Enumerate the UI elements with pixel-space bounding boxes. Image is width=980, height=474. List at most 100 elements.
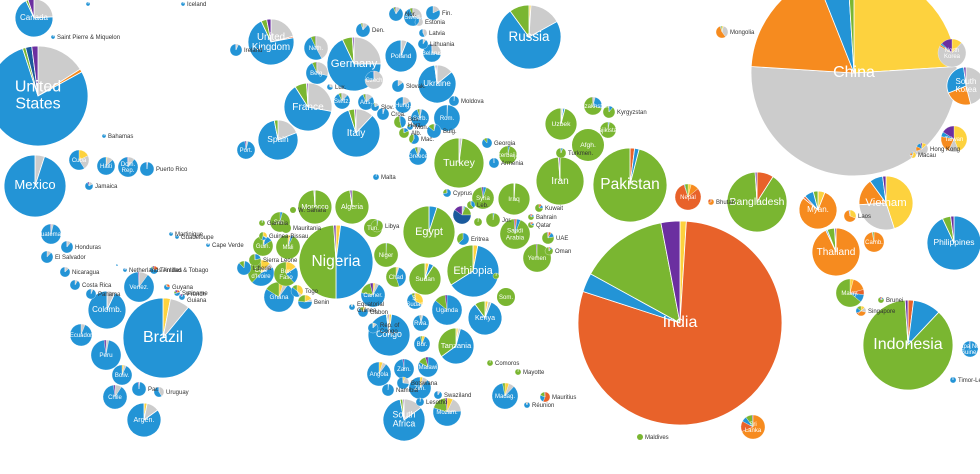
bubble-romania[interactable]: [433, 104, 461, 132]
bubble-madagascar[interactable]: [491, 382, 519, 410]
bubble-guinea-bissau[interactable]: [258, 231, 268, 241]
bubble-guatemala[interactable]: [40, 223, 62, 245]
bubble-malta[interactable]: [372, 173, 380, 181]
bubble-lithuania[interactable]: [417, 38, 429, 50]
bubble-burundi[interactable]: [413, 335, 431, 353]
bubble-united-kingdom[interactable]: [247, 18, 295, 66]
bubble-honduras[interactable]: [60, 240, 74, 254]
bubble-guadeloupe[interactable]: [174, 234, 180, 240]
bubble-cape-verde[interactable]: [205, 242, 211, 248]
bubble-myanmar[interactable]: [798, 190, 838, 230]
bubble-egypt[interactable]: [402, 205, 456, 259]
bubble-albania[interactable]: [398, 127, 410, 139]
bubble-bosnia-herzegovina[interactable]: [393, 115, 407, 129]
bubble-belgium[interactable]: [305, 61, 329, 85]
bubble-saudi-arabia[interactable]: [499, 218, 531, 250]
bubble-norway[interactable]: [388, 6, 404, 22]
bubble-iceland[interactable]: [180, 1, 186, 7]
bubble-bhutan[interactable]: [707, 198, 715, 206]
bubble-iraq[interactable]: [497, 182, 531, 216]
bubble-french-guiana[interactable]: [178, 293, 186, 301]
bubble-uzbekistan[interactable]: [544, 107, 578, 141]
bubble-reunion[interactable]: [523, 401, 531, 409]
bubble-saint-pierre[interactable]: [50, 34, 56, 40]
bubble-mali[interactable]: [275, 234, 301, 260]
bubble-south-sudan[interactable]: [406, 292, 424, 310]
bubble-cyprus[interactable]: [442, 188, 452, 198]
bubble-dominican-republic[interactable]: [117, 156, 139, 178]
bubble-uruguay[interactable]: [153, 386, 165, 398]
bubble-denmark[interactable]: [355, 22, 371, 38]
bubble-switzerland[interactable]: [333, 92, 351, 110]
bubble-martinique[interactable]: [168, 231, 174, 237]
bubble-china[interactable]: [750, 0, 958, 177]
bubble-turkmenistan[interactable]: [555, 147, 567, 159]
bubble-aruba[interactable]: [115, 263, 119, 267]
bubble-angola[interactable]: [366, 361, 392, 387]
bubble-croatia[interactable]: [376, 107, 390, 121]
bubble-czech-republic[interactable]: [364, 70, 384, 90]
bubble-el-salvador[interactable]: [40, 250, 54, 264]
bubble-bahamas[interactable]: [101, 133, 107, 139]
bubble-qatar[interactable]: [527, 221, 535, 229]
bubble-haiti[interactable]: [96, 156, 116, 176]
bubble-cameroon[interactable]: [360, 282, 386, 308]
bubble-afghanistan[interactable]: [572, 129, 604, 161]
bubble-djibouti[interactable]: [492, 272, 500, 280]
bubble-montenegro[interactable]: [406, 123, 414, 131]
bubble-rep-of-congo[interactable]: [367, 322, 379, 334]
bubble-latvia[interactable]: [418, 28, 428, 38]
bubble-benin[interactable]: [297, 294, 313, 310]
bubble-somalia[interactable]: [497, 288, 515, 306]
bubble-lesotho[interactable]: [415, 397, 425, 407]
bubble-kazakhstan[interactable]: [583, 96, 603, 116]
bubble-israel[interactable]: [452, 205, 472, 225]
bubble-syria[interactable]: [471, 186, 495, 210]
bubble-singapore[interactable]: [855, 305, 867, 317]
bubble-lebanon[interactable]: [466, 200, 476, 210]
bubble-puerto-rico[interactable]: [139, 161, 155, 177]
bubble-vietnam[interactable]: [858, 175, 914, 231]
bubble-netherlands-antilles[interactable]: [122, 267, 128, 273]
bubble-rwanda[interactable]: [412, 314, 430, 332]
bubble-chile[interactable]: [102, 384, 128, 410]
bubble-poland[interactable]: [384, 39, 418, 73]
bubble-south-korea[interactable]: [946, 66, 980, 106]
bubble-libya[interactable]: [370, 219, 384, 233]
bubble-italy[interactable]: [331, 108, 381, 158]
bubble-jamaica[interactable]: [84, 181, 94, 191]
bubble-kyrgyzstan[interactable]: [602, 105, 616, 119]
bubble-togo[interactable]: [290, 284, 304, 298]
bubble-mayotte[interactable]: [514, 368, 522, 376]
bubble-russia[interactable]: [496, 4, 562, 70]
bubble-suriname[interactable]: [173, 289, 181, 297]
bubble-tajikistan[interactable]: [599, 121, 617, 139]
bubble-costa-rica[interactable]: [69, 279, 81, 291]
bubble-mauritius[interactable]: [539, 391, 551, 403]
bubble-india[interactable]: [577, 220, 783, 426]
bubble-uganda[interactable]: [431, 294, 463, 326]
bubble-brunei[interactable]: [877, 296, 885, 304]
bubble-turkey[interactable]: [433, 137, 485, 189]
bubble-equatorial-guinea[interactable]: [348, 303, 356, 311]
bubble-zimbabwe[interactable]: [408, 376, 432, 400]
bubble-bahrain[interactable]: [527, 213, 535, 221]
bubble-taiwan[interactable]: [940, 125, 968, 153]
bubble-slovenia[interactable]: [370, 102, 380, 112]
bubble-portugal[interactable]: [236, 140, 256, 160]
bubble-pakistan[interactable]: [592, 147, 668, 223]
bubble-laos[interactable]: [843, 209, 857, 223]
bubble-ireland[interactable]: [229, 43, 243, 57]
bubble-hong-kong[interactable]: [915, 142, 929, 156]
bubble-ukraine[interactable]: [417, 64, 457, 104]
bubble-mauritania[interactable]: [281, 223, 291, 233]
bubble-armenia[interactable]: [488, 157, 500, 169]
bubble-belarus[interactable]: [422, 43, 442, 63]
bubble-macedonia[interactable]: [408, 133, 420, 145]
bubble-sudan[interactable]: [408, 262, 442, 296]
bubble-comoros[interactable]: [486, 359, 494, 367]
bubble-hungary[interactable]: [394, 96, 412, 114]
bubble-ghana[interactable]: [263, 281, 295, 313]
bubble-france[interactable]: [283, 82, 333, 132]
bubble-oman[interactable]: [544, 246, 554, 256]
